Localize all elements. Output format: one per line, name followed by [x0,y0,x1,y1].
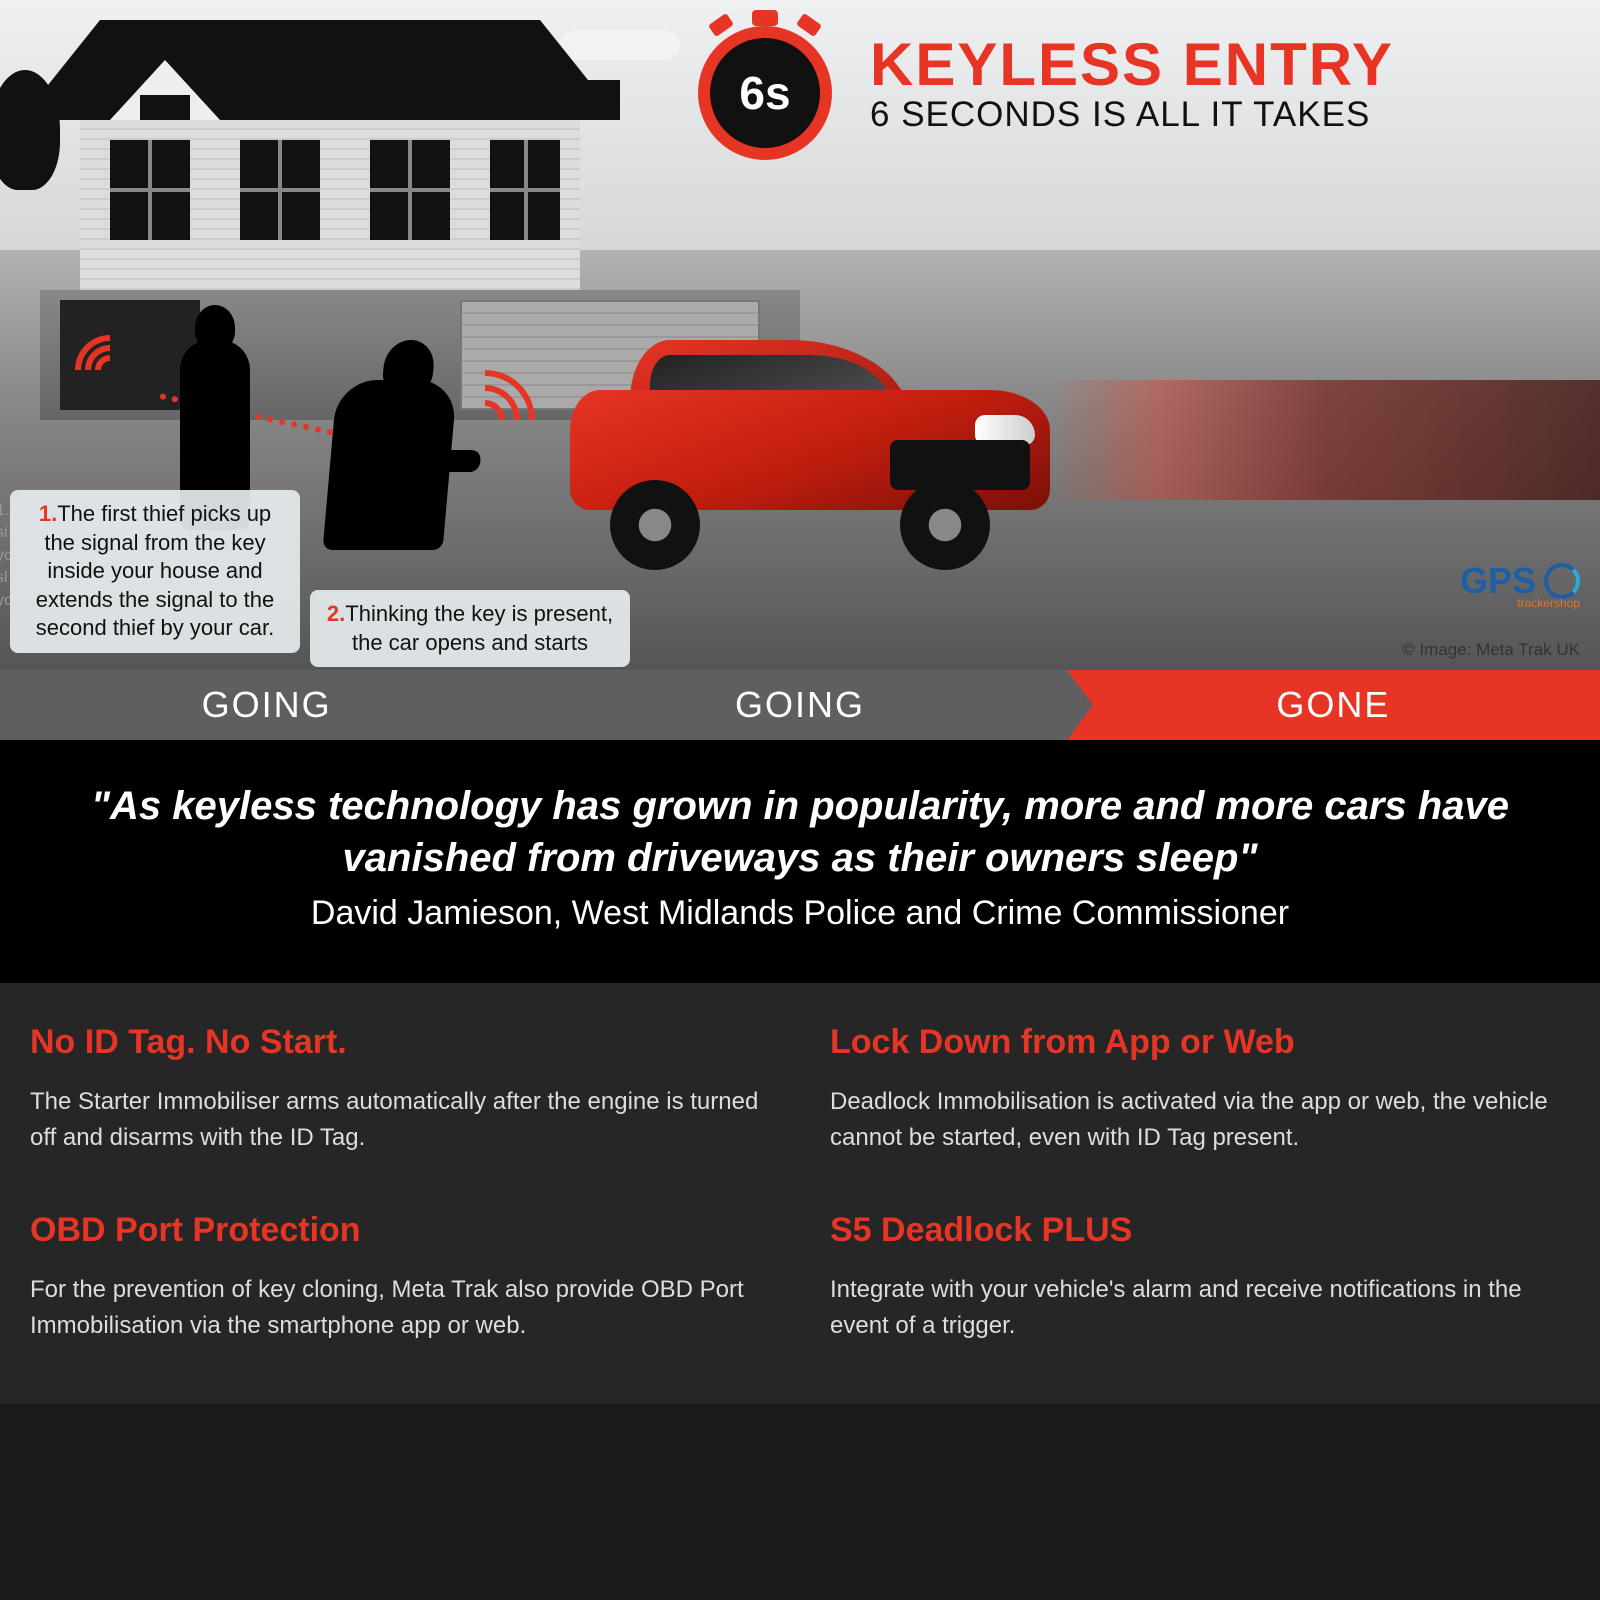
feature-1-title: No ID Tag. No Start. [30,1023,770,1062]
headline-main: KEYLESS ENTRY [870,30,1394,99]
callout-1: 1.The first thief picks up the signal fr… [10,490,300,653]
car-illustration [570,330,1050,560]
quote-block: "As keyless technology has grown in popu… [0,740,1600,983]
callout-1-number: 1. [39,501,57,526]
gps-ring-icon [1544,563,1580,599]
feature-3-title: OBD Port Protection [30,1211,770,1250]
feature-4: S5 Deadlock PLUS Integrate with your veh… [830,1211,1570,1344]
quote-attribution: David Jamieson, West Midlands Police and… [60,894,1540,933]
feature-2-body: Deadlock Immobilisation is activated via… [830,1084,1570,1156]
phase-bar: GOING GOING GONE [0,670,1600,740]
stopwatch-label: 6s [739,66,790,120]
feature-4-body: Integrate with your vehicle's alarm and … [830,1272,1570,1344]
headline: KEYLESS ENTRY 6 SECONDS IS ALL IT TAKES [870,30,1394,135]
callout-2-number: 2. [327,601,345,626]
feature-2: Lock Down from App or Web Deadlock Immob… [830,1023,1570,1156]
features-grid: No ID Tag. No Start. The Starter Immobil… [0,983,1600,1404]
callout-1-text: The first thief picks up the signal from… [36,501,275,640]
phase-2: GOING [533,670,1066,740]
callout-2: 2.Thinking the key is present, the car o… [310,590,630,667]
image-credit: © Image: Meta Trak UK [1402,640,1580,660]
callout-2-text: Thinking the key is present, the car ope… [345,601,613,655]
feature-3-body: For the prevention of key cloning, Meta … [30,1272,770,1344]
feature-4-title: S5 Deadlock PLUS [830,1211,1570,1250]
hero-illustration: 6s KEYLESS ENTRY 6 SECONDS IS ALL IT TAK… [0,0,1600,670]
feature-3: OBD Port Protection For the prevention o… [30,1211,770,1344]
speed-blur [1050,380,1600,500]
feature-1: No ID Tag. No Start. The Starter Immobil… [30,1023,770,1156]
phase-3: GONE [1067,670,1600,740]
feature-2-title: Lock Down from App or Web [830,1023,1570,1062]
phase-1: GOING [0,670,533,740]
quote-text: "As keyless technology has grown in popu… [60,780,1540,884]
stopwatch-icon: 6s [690,10,840,170]
phase-2-label: GOING [735,684,865,726]
headline-sub: 6 SECONDS IS ALL IT TAKES [870,95,1394,135]
phase-1-label: GOING [202,684,332,726]
feature-1-body: The Starter Immobiliser arms automatical… [30,1084,770,1156]
gps-badge: GPS trackershop [1460,560,1580,610]
phase-3-label: GONE [1276,684,1390,726]
